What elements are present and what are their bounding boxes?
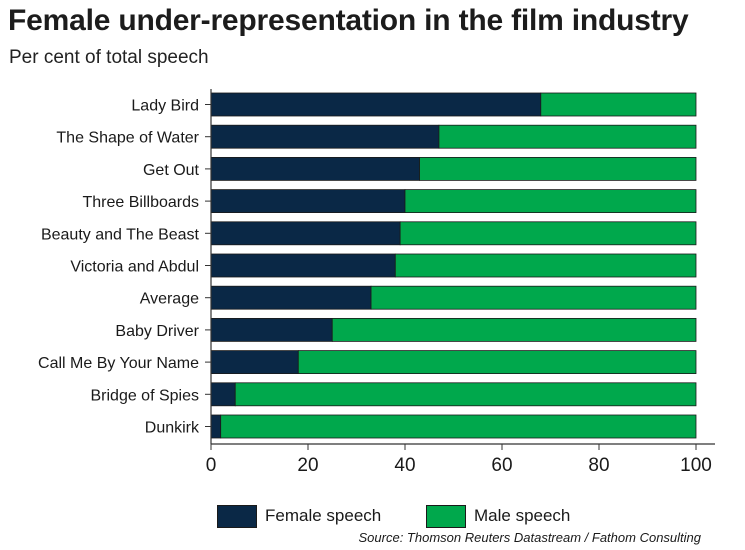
bar-chart: Lady Bird The Shape of Water Get Out Three … (38, 89, 715, 476)
category-label: Baby Driver (115, 323, 199, 340)
category-label: Beauty and The Beast (41, 226, 200, 243)
bar-male-2 (419, 156, 697, 181)
chart-subtitle: Per cent of total speech (9, 47, 209, 68)
legend-label-male: Male speech (474, 506, 571, 525)
x-tick-label: 20 (297, 455, 318, 476)
category-label: Bridge of Spies (90, 387, 199, 404)
bar-female-4 (210, 221, 401, 246)
category-label: Call Me By Your Name (38, 355, 199, 372)
bar-male-4 (399, 221, 697, 246)
bar-male-0 (540, 92, 697, 117)
bar-female-0 (210, 92, 542, 117)
category-label: Average (140, 291, 199, 308)
bar-female-2 (210, 156, 420, 181)
category-label: Lady Bird (131, 98, 199, 115)
legend-swatch-female (217, 504, 257, 528)
x-tick-label: 0 (206, 455, 217, 476)
x-tick-label: 80 (588, 455, 609, 476)
x-tick-label: 60 (491, 455, 512, 476)
bar-male-1 (438, 124, 697, 149)
bar-male-7 (331, 317, 697, 342)
bar-female-7 (210, 317, 333, 342)
bar-female-8 (210, 350, 299, 375)
legend-label-female: Female speech (265, 506, 382, 525)
category-label: Victoria and Abdul (70, 259, 199, 276)
bar-female-9 (210, 382, 236, 407)
bar-female-10 (210, 414, 222, 439)
category-label: Dunkirk (145, 420, 200, 437)
bar-male-6 (370, 285, 697, 310)
bar-male-8 (297, 350, 697, 375)
bar-male-5 (394, 253, 697, 278)
category-label: Get Out (143, 162, 200, 179)
legend-swatch-male (426, 504, 466, 528)
bar-female-1 (210, 124, 440, 149)
source-note: Source: Thomson Reuters Datastream / Fat… (358, 530, 701, 545)
category-label: The Shape of Water (56, 130, 199, 147)
bar-female-3 (210, 189, 406, 214)
chart-title: Female under-representation in the film … (8, 4, 689, 37)
x-tick-label: 100 (680, 455, 712, 476)
bar-female-5 (210, 253, 396, 278)
category-label: Three Billboards (83, 194, 200, 211)
legend-item-male: Male speech (426, 503, 570, 529)
bar-female-6 (210, 285, 372, 310)
legend-item-female: Female speech (217, 503, 381, 529)
bar-male-3 (404, 189, 697, 214)
x-tick-label: 40 (394, 455, 415, 476)
bar-male-9 (234, 382, 697, 407)
bar-male-10 (220, 414, 697, 439)
